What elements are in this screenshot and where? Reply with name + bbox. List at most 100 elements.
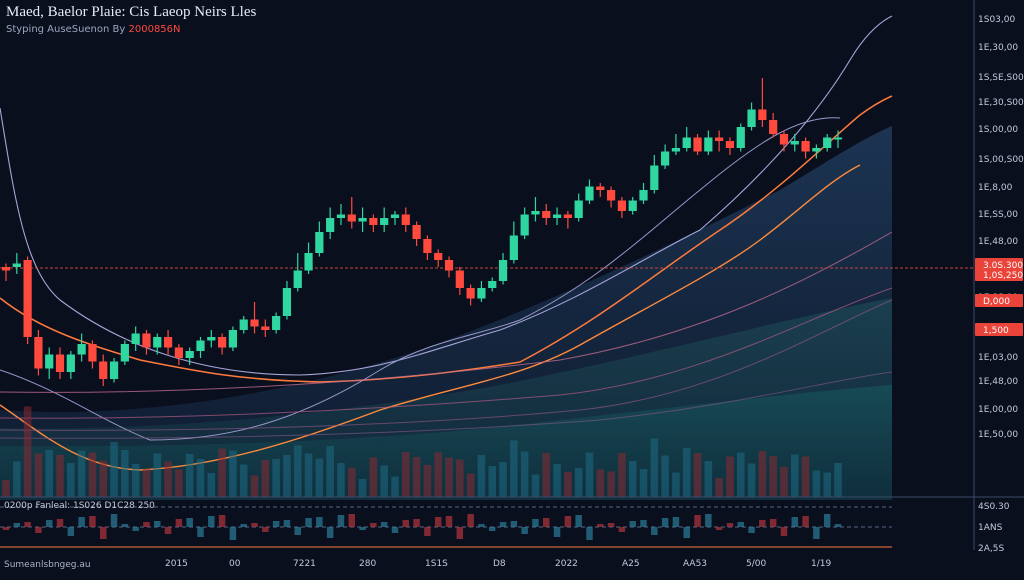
- candle: [455, 267, 464, 295]
- candle: [66, 351, 75, 379]
- volume-bar: [358, 479, 367, 497]
- volume-bar: [542, 453, 551, 497]
- candle: [682, 127, 691, 152]
- candle-body: [55, 354, 65, 372]
- candle: [401, 207, 410, 232]
- volume-bar: [477, 455, 486, 497]
- oscillator-bar: [499, 522, 507, 527]
- oscillator-bar: [715, 527, 723, 530]
- candle: [77, 333, 86, 362]
- candle: [1, 263, 11, 281]
- candle-body: [34, 337, 43, 369]
- candle: [574, 193, 583, 222]
- volume-bar: [834, 463, 842, 497]
- candle: [769, 113, 778, 138]
- candle-body: [196, 340, 205, 351]
- volume-bar: [261, 460, 270, 497]
- candle-body: [585, 186, 594, 201]
- oscillator-bar: [521, 527, 528, 534]
- oscillator-bar: [67, 527, 75, 536]
- oscillator-bar: [154, 521, 161, 527]
- candle-body: [671, 148, 681, 152]
- candle: [520, 207, 529, 239]
- candle-body: [790, 141, 799, 145]
- volume-bar: [715, 478, 723, 497]
- oscillator-bar: [294, 527, 301, 535]
- candle: [185, 347, 194, 365]
- volume-bar: [315, 458, 324, 497]
- candle: [488, 277, 497, 292]
- candle-body: [282, 288, 292, 316]
- candle-body: [77, 344, 86, 355]
- candle: [99, 354, 108, 386]
- candle-body: [736, 127, 745, 148]
- candle: [606, 186, 616, 208]
- oscillator-bar: [164, 527, 172, 534]
- candle: [736, 123, 745, 152]
- x-tick-label: 7221: [293, 559, 316, 569]
- candle: [444, 256, 454, 278]
- oscillator-bar: [218, 515, 226, 527]
- candle-body: [347, 214, 356, 222]
- candle-body: [725, 141, 735, 148]
- volume-bar: [520, 451, 529, 497]
- footer-label: Sumeanlsbngeg.au: [4, 560, 91, 570]
- candle: [120, 340, 129, 365]
- candle-body: [412, 225, 421, 239]
- candle-body: [423, 239, 432, 253]
- oscillator-histogram: [2, 514, 842, 540]
- candle: [823, 134, 832, 152]
- candle: [434, 249, 443, 267]
- candle-body: [606, 190, 616, 201]
- oscillator-bar: [456, 527, 464, 539]
- volume-bar: [801, 456, 810, 497]
- oscillator-bar: [35, 527, 42, 533]
- candle: [250, 302, 259, 334]
- candle: [715, 130, 724, 152]
- oscillator-bar: [272, 521, 280, 527]
- volume-bar: [229, 450, 237, 497]
- candle-body: [563, 214, 572, 218]
- candle-body: [477, 288, 486, 299]
- candle-body: [628, 200, 637, 211]
- volume-bar: [175, 469, 183, 497]
- candle: [239, 316, 248, 334]
- price-tag-box: [975, 258, 1023, 271]
- oscillator-bar: [391, 527, 399, 533]
- candle-body: [23, 260, 32, 337]
- volume-bar: [239, 464, 248, 497]
- candle: [109, 358, 119, 383]
- candle: [390, 211, 400, 225]
- volume-bar: [434, 452, 442, 497]
- volume-bar: [304, 453, 313, 497]
- candle: [758, 78, 767, 127]
- candle: [261, 319, 270, 337]
- candle-body: [704, 137, 713, 152]
- volume-bar: [67, 463, 75, 497]
- y-tick-label: 1E,48,00: [978, 377, 1018, 387]
- y-tick-label: 1E,50,00: [978, 430, 1018, 440]
- oscillator-bar: [78, 517, 85, 527]
- indicator-tick-label: 4S0.30: [978, 502, 1010, 512]
- volume-bar: [412, 457, 421, 497]
- oscillator-bar: [24, 522, 31, 527]
- volume-bar: [574, 468, 583, 497]
- candle: [542, 204, 551, 225]
- x-axis-ticks: 2015 00 7221 280 1S1S D8 2022 A25 AA53 5/00 1/19: [165, 559, 831, 569]
- oscillator-bar: [640, 520, 647, 527]
- indicator-axis-ticks: 4S0.30 1ANS 2A,5S: [978, 502, 1010, 554]
- price-tag: 1,0S,250: [975, 268, 1023, 281]
- volume-bar: [758, 451, 767, 497]
- volume-bar: [790, 454, 799, 497]
- oscillator-bar: [543, 518, 550, 527]
- candle: [477, 281, 486, 302]
- candle: [153, 333, 162, 355]
- candle-body: [109, 361, 119, 379]
- oscillator-bar: [402, 520, 410, 527]
- candle-body: [650, 165, 659, 190]
- candle-body: [747, 109, 756, 127]
- oscillator-bar: [132, 527, 139, 531]
- candle: [282, 281, 292, 320]
- volume-bar: [347, 468, 356, 497]
